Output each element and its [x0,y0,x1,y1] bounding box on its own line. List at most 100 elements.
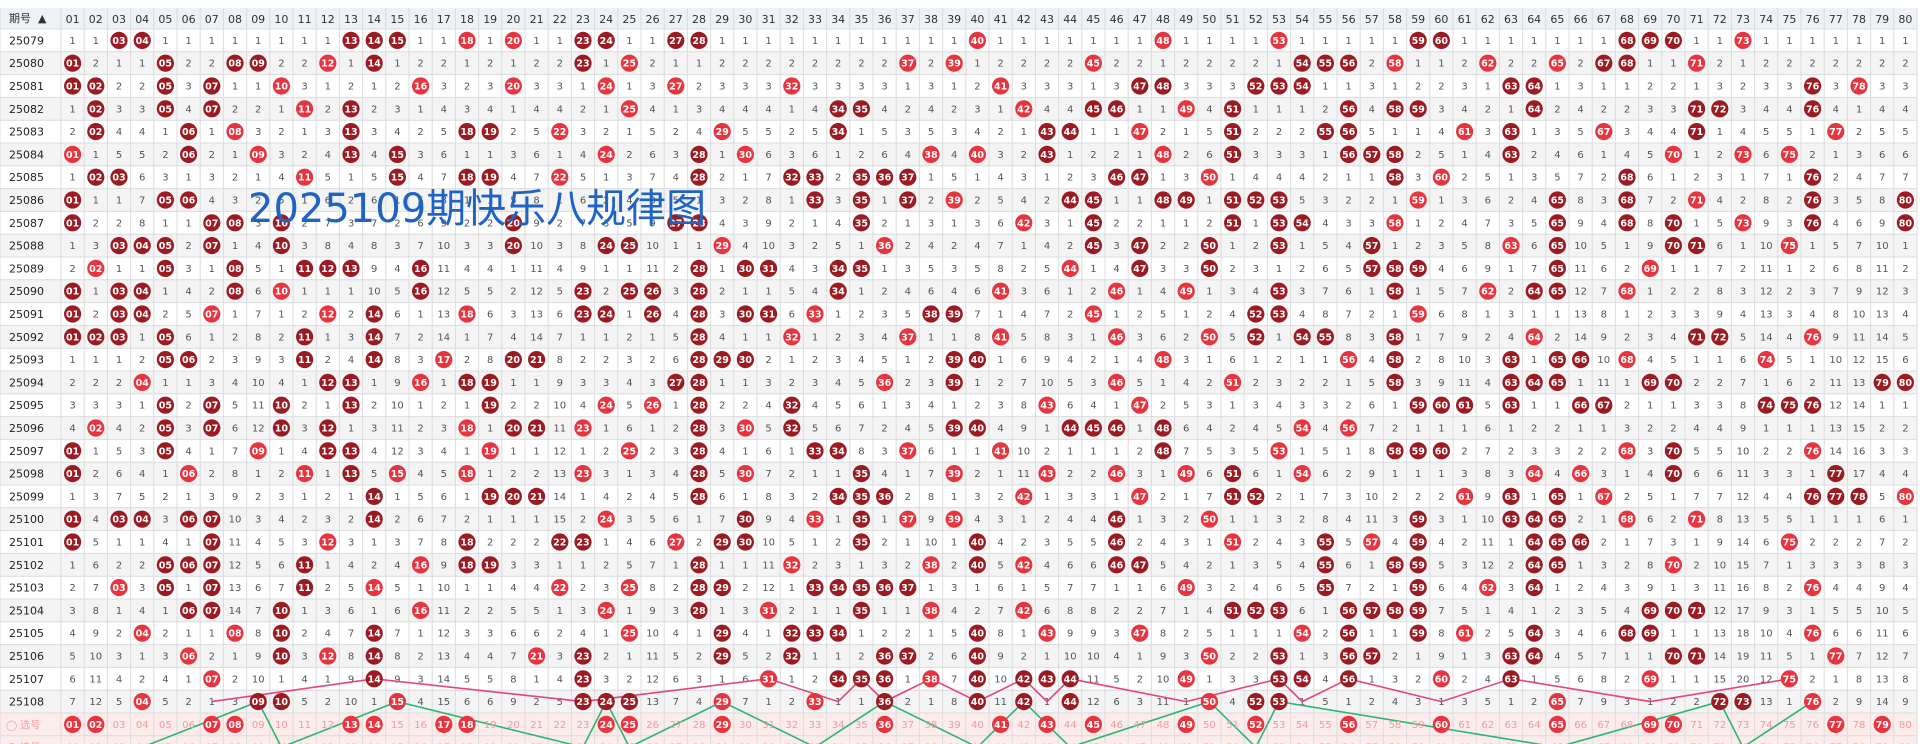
select-number[interactable]: 62 [1481,743,1494,744]
column-header[interactable]: 63 [1504,13,1518,26]
select-number[interactable]: 58 [1389,720,1402,731]
select-number[interactable]: 08 [229,743,242,744]
column-header[interactable]: 15 [390,13,404,26]
select-number[interactable]: 46 [1110,743,1123,744]
column-header[interactable]: 40 [970,13,984,26]
select-number[interactable]: 76 [1806,720,1819,731]
select-number[interactable]: 09 [252,743,265,744]
select-number[interactable]: 15 [391,743,404,744]
column-header[interactable]: 68 [1620,13,1634,26]
select-number[interactable]: 76 [1806,743,1819,744]
select-number[interactable]: 20 [507,720,520,731]
select-number[interactable]: 04 [136,743,149,744]
select-number[interactable]: 16 [414,720,427,731]
select-number[interactable]: 17 [437,743,450,744]
select-number[interactable]: 12 [321,720,334,731]
selected-number-ball[interactable]: 07 [203,715,221,734]
select-number[interactable]: 27 [669,743,682,744]
select-number[interactable]: 03 [113,743,126,744]
select-number[interactable]: 26 [646,720,659,731]
column-header[interactable]: 25 [622,13,636,26]
column-header[interactable]: 06 [182,13,196,26]
column-header[interactable]: 27 [669,13,683,26]
select-number[interactable]: 38 [925,720,938,731]
column-header[interactable]: 28 [692,13,706,26]
select-number[interactable]: 68 [1621,720,1634,731]
column-header[interactable]: 35 [854,13,868,26]
select-number[interactable]: 62 [1481,720,1494,731]
select-number[interactable]: 05 [159,743,172,744]
select-number[interactable]: 68 [1621,743,1634,744]
selected-number-ball[interactable]: 14 [365,715,383,734]
column-header[interactable]: 64 [1527,13,1541,26]
column-header[interactable]: 07 [205,13,219,26]
column-header[interactable]: 52 [1249,13,1263,26]
column-header[interactable]: 55 [1318,13,1332,26]
column-header[interactable]: 75 [1782,13,1796,26]
select-number[interactable]: 18 [461,743,474,744]
select-number[interactable]: 27 [669,720,682,731]
column-header[interactable]: 45 [1086,13,1100,26]
column-header[interactable]: 16 [414,13,428,26]
select-number[interactable]: 39 [948,743,961,744]
select-number[interactable]: 54 [1296,720,1309,731]
select-number[interactable]: 36 [878,743,891,744]
select-number[interactable]: 60 [1435,743,1448,744]
selected-number-ball[interactable]: 60 [1432,715,1450,734]
select-number[interactable]: 15 [391,720,404,731]
select-number[interactable]: 35 [855,743,868,744]
column-header[interactable]: 39 [947,13,961,26]
column-header[interactable]: 62 [1481,13,1495,26]
select-number[interactable]: 55 [1319,720,1332,731]
column-header[interactable]: 74 [1759,13,1773,26]
column-header[interactable]: 17 [437,13,451,26]
column-header[interactable]: 10 [274,13,288,26]
select-number[interactable]: 73 [1737,720,1750,731]
select-number[interactable]: 45 [1087,743,1100,744]
column-header[interactable]: 42 [1017,13,1031,26]
select-number[interactable]: 44 [1064,743,1077,744]
column-header[interactable]: 20 [506,13,520,26]
selected-number-ball[interactable]: 18 [458,715,476,734]
column-header[interactable]: 67 [1597,13,1611,26]
column-header[interactable]: 57 [1365,13,1379,26]
select-number[interactable]: 11 [298,720,311,731]
select-number[interactable]: 52 [1249,743,1262,744]
select-number[interactable]: 74 [1760,743,1773,744]
select-number[interactable]: 59 [1412,720,1425,731]
column-header[interactable]: 46 [1110,13,1124,26]
select-number[interactable]: 32 [785,743,798,744]
select-number[interactable]: 37 [901,743,914,744]
select-number[interactable]: 31 [762,743,775,744]
select-number[interactable]: 23 [577,720,590,731]
column-header[interactable]: 19 [483,13,497,26]
select-number[interactable]: 79 [1876,743,1889,744]
select-number[interactable]: 44 [1064,720,1077,731]
select-number[interactable]: 75 [1783,720,1796,731]
select-number[interactable]: 72 [1713,743,1726,744]
select-number[interactable]: 47 [1133,743,1146,744]
column-header[interactable]: 65 [1550,13,1564,26]
column-header[interactable]: 72 [1713,13,1727,26]
column-header[interactable]: 47 [1133,13,1147,26]
select-number[interactable]: 49 [1180,743,1193,744]
select-number[interactable]: 53 [1273,743,1286,744]
select-number[interactable]: 66 [1574,743,1587,744]
column-header[interactable]: 80 [1898,13,1912,26]
column-header[interactable]: 44 [1063,13,1077,26]
selected-number-ball[interactable]: 56 [1340,715,1358,734]
select-number[interactable]: 46 [1110,720,1123,731]
select-number[interactable]: 65 [1551,743,1564,744]
column-header[interactable]: 05 [158,13,172,26]
select-number[interactable]: 06 [182,743,195,744]
select-number[interactable]: 10 [275,720,288,731]
select-number[interactable]: 56 [1342,743,1355,744]
select-number[interactable]: 35 [855,720,868,731]
select-number[interactable]: 20 [507,743,520,744]
column-header[interactable]: 13 [344,13,358,26]
column-header[interactable]: 03 [112,13,126,26]
select-number[interactable]: 57 [1365,743,1378,744]
select-number[interactable]: 39 [948,720,961,731]
select-number[interactable]: 11 [298,743,311,744]
column-header[interactable]: 21 [530,13,544,26]
